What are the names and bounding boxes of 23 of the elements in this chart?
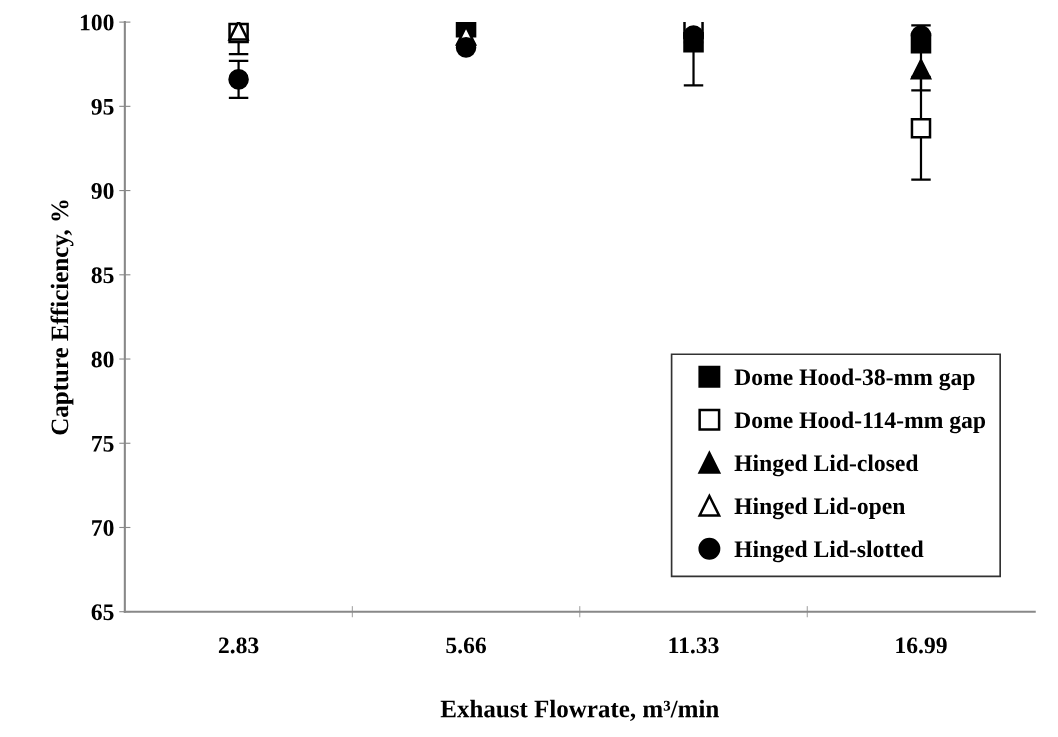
y-axis-title: Capture Efficiency, %	[50, 200, 74, 435]
y-tick-label: 80	[91, 351, 114, 368]
y-tick-label: 65	[91, 604, 114, 621]
x-tick-label: 16.99	[896, 637, 947, 654]
y-tick-label: 75	[92, 435, 114, 452]
x-tick-label: 5.66	[446, 637, 487, 654]
y-tick-label: 85	[91, 267, 114, 284]
x-axis-title: Exhaust Flowrate, m³/min	[440, 699, 719, 722]
point	[910, 59, 932, 80]
legend-label: Hinged Lid-open	[734, 497, 906, 520]
legend-label: Hinged Lid-closed	[734, 454, 919, 477]
x-tick-label: 11.33	[669, 637, 719, 654]
point	[455, 37, 477, 58]
y-tick-label: 90	[91, 183, 114, 199]
y-tick-label: 70	[92, 519, 114, 536]
y-tick-label: 95	[91, 98, 114, 115]
legend-label: Dome Hood-38-mm gap	[734, 368, 975, 391]
point	[228, 69, 249, 90]
x-tick-label: 2.83	[218, 637, 259, 654]
point	[910, 117, 932, 139]
y-tick-label: 100	[80, 14, 114, 31]
legend-label: Dome Hood-114-mm gap	[734, 411, 986, 434]
legend-label: Hinged Lid-slotted	[734, 540, 924, 563]
